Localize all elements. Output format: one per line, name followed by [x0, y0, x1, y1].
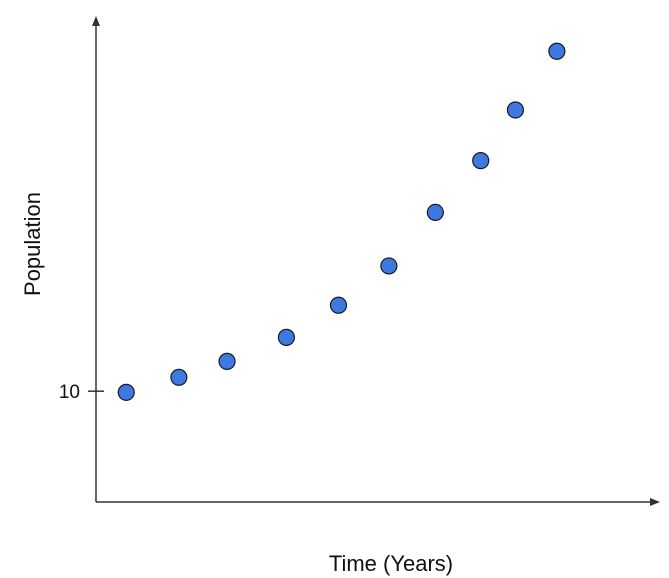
- data-point: [170, 368, 188, 386]
- data-point: [472, 152, 490, 170]
- data-point: [426, 203, 444, 221]
- x-axis-arrowhead: [650, 498, 660, 506]
- data-point: [218, 352, 236, 370]
- data-point: [117, 383, 135, 401]
- x-axis-title: Time (Years): [329, 551, 453, 576]
- data-point: [380, 257, 398, 275]
- axes: [92, 16, 660, 506]
- y-tick-label: 10: [59, 382, 80, 403]
- data-point: [548, 42, 566, 60]
- y-ticks: 10: [59, 382, 104, 403]
- data-points: [117, 42, 566, 401]
- data-point: [277, 328, 295, 346]
- data-point: [506, 101, 525, 119]
- y-axis-title: Population: [20, 192, 45, 296]
- data-point: [329, 296, 348, 314]
- y-axis-arrowhead: [92, 16, 100, 26]
